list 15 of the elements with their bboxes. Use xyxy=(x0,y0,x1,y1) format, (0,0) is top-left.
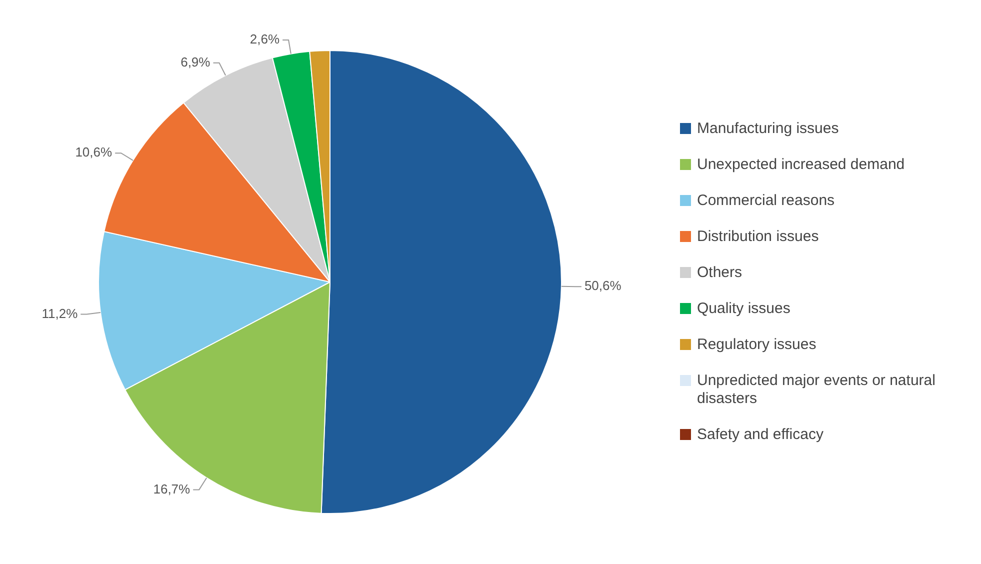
legend-label: Commercial reasons xyxy=(697,192,835,210)
data-label: 16,7% xyxy=(153,481,191,496)
legend-label: Safety and efficacy xyxy=(697,426,824,444)
legend-label: Others xyxy=(697,264,742,282)
data-label: 10,6% xyxy=(75,144,113,160)
data-label: 50,6% xyxy=(584,278,622,294)
legend-label: Distribution issues xyxy=(697,228,819,246)
data-label: 11,2% xyxy=(42,306,78,321)
data-label: 6,9% xyxy=(180,54,211,70)
legend-label: Unexpected increased demand xyxy=(697,156,905,174)
data-label: 2,6% xyxy=(250,32,280,47)
legend-label: Unpredicted major events or natural disasters xyxy=(697,372,936,408)
legend-label: Quality issues xyxy=(697,300,790,318)
legend-label: Manufacturing issues xyxy=(697,120,839,138)
legend-label: Regulatory issues xyxy=(697,336,816,354)
